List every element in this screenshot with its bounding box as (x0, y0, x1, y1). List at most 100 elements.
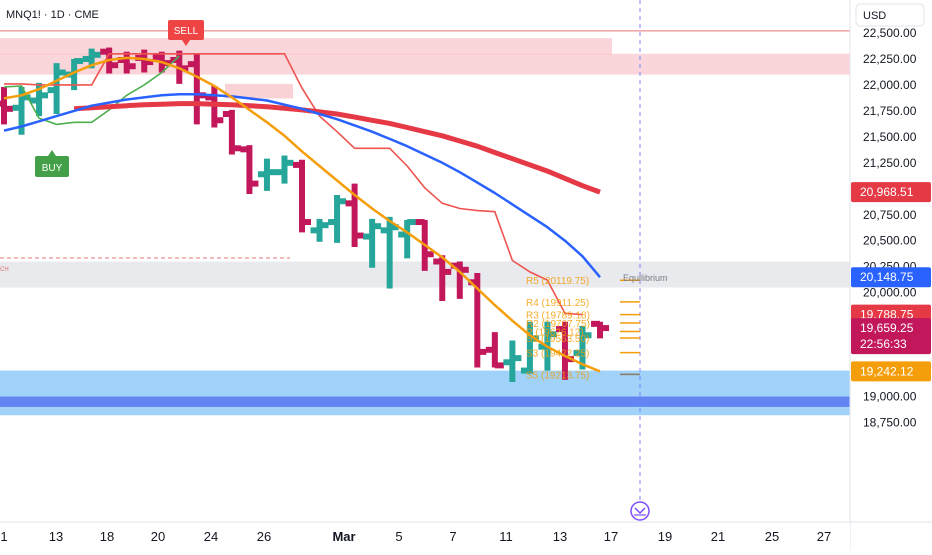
candle-bar (345, 183, 364, 247)
zone-supply-upper (0, 53, 850, 75)
candle-bar (573, 325, 592, 370)
time-tick-label: Mar (332, 529, 355, 544)
currency-label: USD (863, 10, 886, 22)
time-tick-label: 20 (151, 529, 165, 544)
price-label-tag: 20,968.51 (851, 182, 931, 203)
indicator-lines (3, 52, 601, 373)
price-label-tag: 20,148.75 (851, 267, 931, 288)
pivot-label: S3 (19422.25) (526, 349, 589, 360)
price-tick-label: 22,500.00 (863, 26, 917, 40)
signals-layer: SELL BUY CH (0, 20, 204, 273)
price-label-tag: 19,659.25 (851, 318, 931, 339)
candle-bar (240, 145, 259, 194)
time-axis-bg (0, 522, 850, 550)
time-tick-label: 13 (49, 529, 63, 544)
candle-bar (398, 219, 417, 259)
time-tick-label: 7 (449, 529, 456, 544)
reference-lines (0, 0, 641, 520)
price-tick-label: 20,500.00 (863, 234, 917, 248)
currency-button (855, 3, 925, 27)
pivot-label: R2 (19707.75) (526, 319, 590, 330)
equilibrium-label: Equilibrium (623, 273, 668, 283)
time-tick-label: 19 (658, 529, 672, 544)
time-tick-label: 24 (204, 529, 218, 544)
candle-bar (503, 340, 522, 383)
zone-supply (0, 38, 612, 55)
candle-bar (310, 218, 329, 242)
candle-bar (257, 158, 276, 191)
zone-supply-small (225, 83, 293, 99)
buy-signal-pointer (48, 150, 56, 156)
price-label-bg (851, 182, 931, 203)
price-tick-label: 19,000.00 (863, 390, 917, 404)
dashed-level-tag: CH (0, 267, 9, 273)
candle-bar (275, 155, 294, 184)
candle-bar (485, 332, 504, 369)
price-tick-label: 20,750.00 (863, 208, 917, 222)
price-tick-label: 21,500.00 (863, 130, 917, 144)
time-tick-label: 25 (765, 529, 779, 544)
price-label-text: 20,968.51 (860, 185, 914, 199)
candle-bar (47, 63, 66, 115)
price-label-bg (851, 267, 931, 288)
price-tick-label: 18,750.00 (863, 416, 917, 430)
candle-bar (363, 218, 382, 268)
pivot-label: S2 (19563.50) (526, 334, 589, 345)
time-axis[interactable]: 1 13 18 20 24 26 Mar 5 7 11 13 17 19 21 25 27 (0, 521, 932, 550)
symbol-header: MNQ1! · 1D · CME (6, 9, 99, 21)
candle-bar (433, 255, 452, 301)
time-tick-label: 27 (817, 529, 831, 544)
overlay-layer: MNQ1! · 1D · CME (6, 9, 650, 521)
pivot-label: S5 (19213.75) (526, 370, 589, 381)
candle-bar (0, 87, 13, 125)
price-label-text: 20,148.75 (860, 270, 914, 284)
candle-bar (205, 85, 224, 128)
price-label-text: 19,242.12 (860, 364, 914, 378)
candle-bar (293, 159, 312, 233)
price-label-bg (851, 318, 931, 339)
time-tick-label: 21 (711, 529, 725, 544)
price-tick-label: 20,000.00 (863, 286, 917, 300)
ema-slow-line (73, 101, 601, 195)
ema-fast-line (3, 56, 601, 373)
zone-demand (0, 370, 850, 416)
price-tick-label: 22,250.00 (863, 52, 917, 66)
go-to-realtime-button[interactable] (630, 501, 650, 521)
time-tick-label: 18 (100, 529, 114, 544)
candle-bar (222, 109, 241, 155)
price-label-bg (851, 334, 931, 355)
price-label-tag: 19,242.12 (851, 361, 931, 382)
ema-mid-line (3, 93, 601, 279)
buy-signal-label: BUY (42, 163, 63, 174)
price-tick-label: 21,250.00 (863, 156, 917, 170)
pivot-label: R3 (19789.18) (526, 311, 590, 322)
price-axis[interactable]: 22,500.00 22,250.00 22,000.00 21,750.00 21,5… (849, 0, 932, 550)
price-label-text: 22:56:33 (860, 337, 907, 351)
time-tick-label: 5 (395, 529, 402, 544)
sell-signal-box (168, 20, 204, 40)
chevron-down-icon (634, 507, 646, 515)
price-tick-label: 22,000.00 (863, 78, 917, 92)
price-label-text: 19,659.25 (860, 321, 914, 335)
go-to-realtime-circle (630, 501, 650, 521)
time-tick-label: 26 (257, 529, 271, 544)
candle-bar (328, 195, 347, 243)
buy-signal-box (35, 156, 69, 177)
pivot-levels: R5 (20119.75) R4 (19911.25) R3 (19789.18)R… (526, 273, 668, 381)
sell-signal-pointer (182, 40, 190, 46)
candle-bar (591, 320, 610, 339)
time-tick-label: 17 (604, 529, 618, 544)
candles-layer (0, 47, 610, 383)
pivot-label: P (19626.12) (526, 328, 584, 339)
sell-signal-label: SELL (174, 26, 199, 37)
pivot-label: R5 (20119.75) (526, 276, 589, 287)
time-tick-label: 11 (499, 529, 513, 544)
price-label-tag: 22:56:33 (851, 334, 931, 355)
price-label-bg (851, 361, 931, 382)
trailing-stop-green-line (3, 55, 180, 126)
zone-demand-dark (0, 396, 850, 407)
pivot-label: R4 (19911.25) (526, 298, 589, 309)
trailing-stop-line (4, 52, 583, 316)
